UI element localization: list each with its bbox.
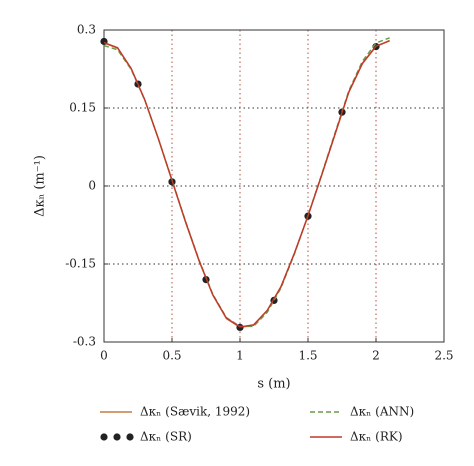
y-tick-label: -0.15: [65, 257, 96, 271]
legend-swatch: [100, 433, 108, 441]
x-axis-label: s (m): [257, 377, 290, 392]
legend-label: Δκₙ (Sævik, 1992): [140, 405, 250, 419]
y-axis-label: Δκₙ (m⁻¹): [33, 155, 48, 217]
series-line: [103, 39, 390, 329]
x-tick-label: 2.5: [434, 349, 453, 363]
legend-swatch: [113, 433, 121, 441]
y-tick-label: -0.3: [73, 335, 96, 349]
plot-frame: [103, 29, 445, 343]
legend-swatch: [126, 433, 134, 441]
x-tick-label: 0.5: [162, 349, 181, 363]
y-tick-label: 0.3: [77, 23, 96, 37]
y-tick-label: 0.15: [69, 101, 96, 115]
y-tick-label: 0: [88, 179, 96, 193]
series-line: [103, 40, 390, 328]
x-tick-label: 0: [100, 349, 108, 363]
legend-label: Δκₙ (SR): [140, 430, 192, 444]
legend-label: Δκₙ (ANN): [350, 405, 414, 419]
x-tick-label: 1: [236, 349, 244, 363]
x-tick-label: 2: [372, 349, 380, 363]
series-line: [103, 37, 390, 328]
legend-label: Δκₙ (RK): [350, 430, 403, 444]
x-tick-label: 1.5: [298, 349, 317, 363]
